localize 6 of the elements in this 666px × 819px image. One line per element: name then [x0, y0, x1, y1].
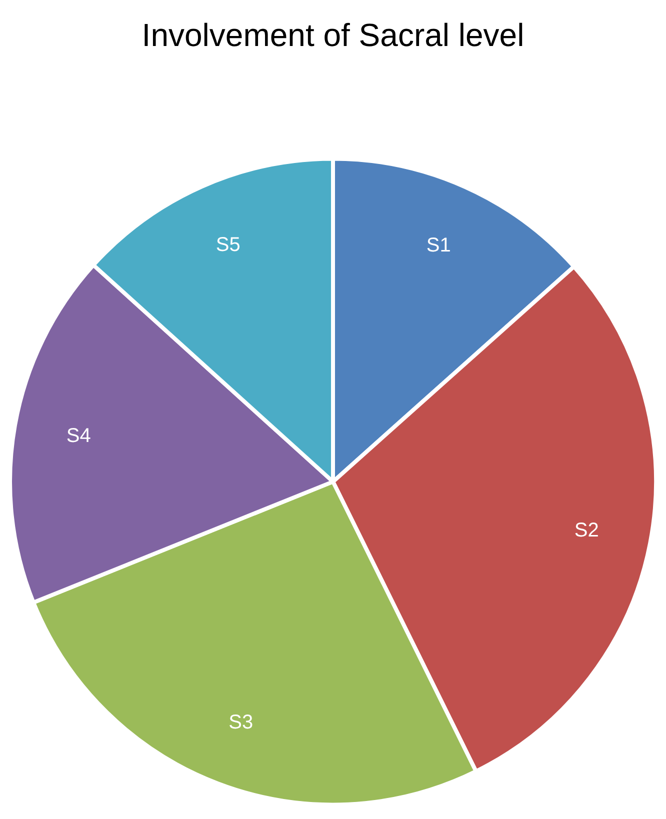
slice-label: S5	[216, 234, 240, 256]
slice-label: S3	[228, 712, 254, 734]
chart-title: Involvement of Sacral level	[142, 17, 524, 54]
slice-label: S4	[66, 424, 91, 447]
slice-label: S1	[426, 234, 451, 256]
slice-label: S2	[574, 519, 599, 542]
